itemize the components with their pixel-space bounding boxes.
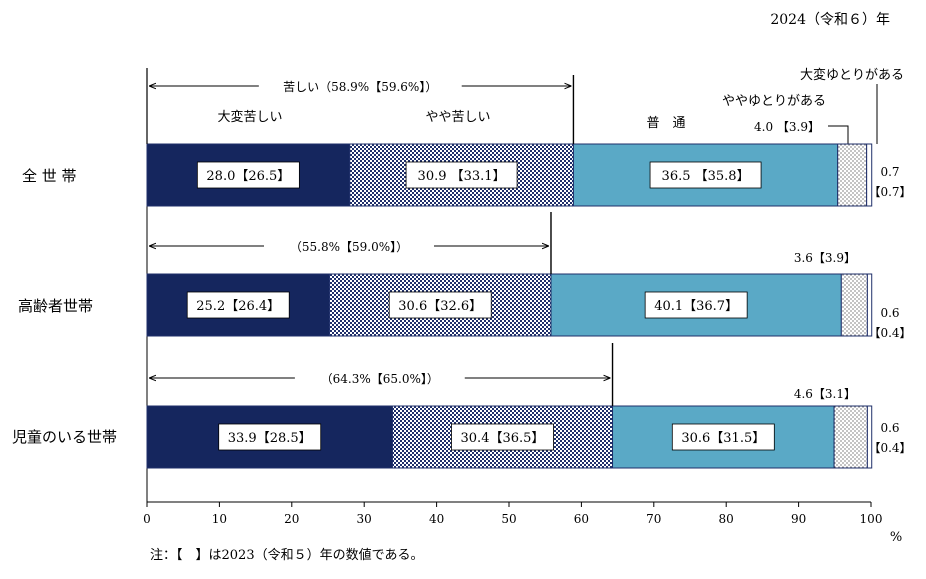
series-label-somewhat-comfortable: ややゆとりがある [722, 94, 826, 109]
data-label-box [644, 291, 748, 319]
data-label-all-households-very-comfortable: 0.7 [880, 165, 899, 179]
series-label-somewhat-hard: やや苦しい [425, 109, 490, 125]
data-label-box [186, 291, 290, 319]
data-label-all-households-somewhat-hard: 30.9 【33.1】 [418, 169, 506, 184]
data-label-households-with-children-somewhat-comfortable: 4.6【3.1】 [794, 387, 856, 401]
data-label-households-with-children-somewhat-hard: 30.4【36.5】 [461, 431, 545, 446]
bar-all-households-very-comfortable [866, 143, 873, 207]
data-label-elderly-households-very-hard: 25.2【26.4】 [196, 299, 280, 314]
bar-all-households-somewhat-comfortable [837, 143, 868, 207]
bar-households-with-children-somewhat-comfortable [833, 405, 868, 469]
x-tick-label: 10 [212, 512, 227, 526]
x-tick-label: 90 [791, 512, 806, 526]
category-label-all-households: 全 世 帯 [22, 167, 77, 185]
data-label-households-with-children-very-comfortable-prev: 【0.4】 [868, 441, 911, 455]
hardship-total-label-households-with-children: （64.3%【65.0%】） [321, 372, 439, 386]
hardship-total-label-all-households: 苦しい（58.9%【59.6%】） [283, 80, 437, 94]
data-label-elderly-households-very-comfortable: 0.6 [880, 306, 899, 320]
x-tick-label: 50 [501, 512, 516, 526]
x-tick-label: 40 [429, 512, 444, 526]
x-tick-label: 100 [860, 512, 883, 526]
category-label-elderly-households: 高齢者世帯 [18, 297, 93, 315]
series-label-normal: 普 通 [646, 116, 685, 131]
data-label-all-households-somewhat-comfortable: 4.0 【3.9】 [754, 120, 820, 134]
data-label-box [196, 161, 300, 189]
data-label-all-households-very-comfortable-prev: 【0.7】 [868, 185, 911, 199]
data-label-elderly-households-normal: 40.1【36.7】 [654, 299, 738, 314]
x-tick-label: 60 [574, 512, 589, 526]
data-label-all-households-normal: 36.5 【35.8】 [662, 169, 750, 184]
series-label-very-comfortable: 大変ゆとりがある [800, 67, 904, 83]
bar-elderly-households-somewhat-comfortable [840, 273, 868, 337]
data-label-box [451, 423, 554, 451]
data-label-box [218, 423, 322, 451]
data-label-box [405, 161, 518, 189]
bar-households-with-children-very-comfortable [866, 405, 873, 469]
data-label-all-households-very-hard: 28.0【26.5】 [206, 169, 290, 184]
x-tick-label: 0 [143, 512, 151, 526]
category-label-households-with-children: 児童のいる世帯 [12, 428, 117, 446]
x-unit-label: % [890, 530, 902, 545]
x-tick-label: 70 [646, 512, 661, 526]
data-label-households-with-children-very-hard: 33.9【28.5】 [228, 431, 312, 446]
data-label-box [649, 161, 762, 189]
bar-elderly-households-very-comfortable [866, 273, 873, 337]
footnote: 注：【 】は2023（令和５）年の数値である。 [150, 548, 424, 563]
data-label-elderly-households-very-comfortable-prev: 【0.4】 [868, 326, 911, 340]
data-label-elderly-households-somewhat-hard: 30.6【32.6】 [398, 299, 482, 314]
data-label-households-with-children-normal: 30.6【31.5】 [681, 431, 765, 446]
x-tick-label: 30 [357, 512, 372, 526]
series-label-very-hard: 大変苦しい [217, 109, 282, 125]
year-label: 2024（令和６）年 [770, 12, 890, 28]
x-tick-label: 20 [284, 512, 299, 526]
data-label-elderly-households-somewhat-comfortable: 3.6【3.9】 [794, 251, 856, 265]
data-label-box [671, 423, 775, 451]
data-label-households-with-children-very-comfortable: 0.6 [880, 421, 899, 435]
x-tick-label: 80 [719, 512, 734, 526]
leader-line-somewhat-comfortable [828, 125, 849, 144]
data-label-box [388, 291, 492, 319]
hardship-total-label-elderly-households: （55.8%【59.0%】） [290, 240, 408, 254]
